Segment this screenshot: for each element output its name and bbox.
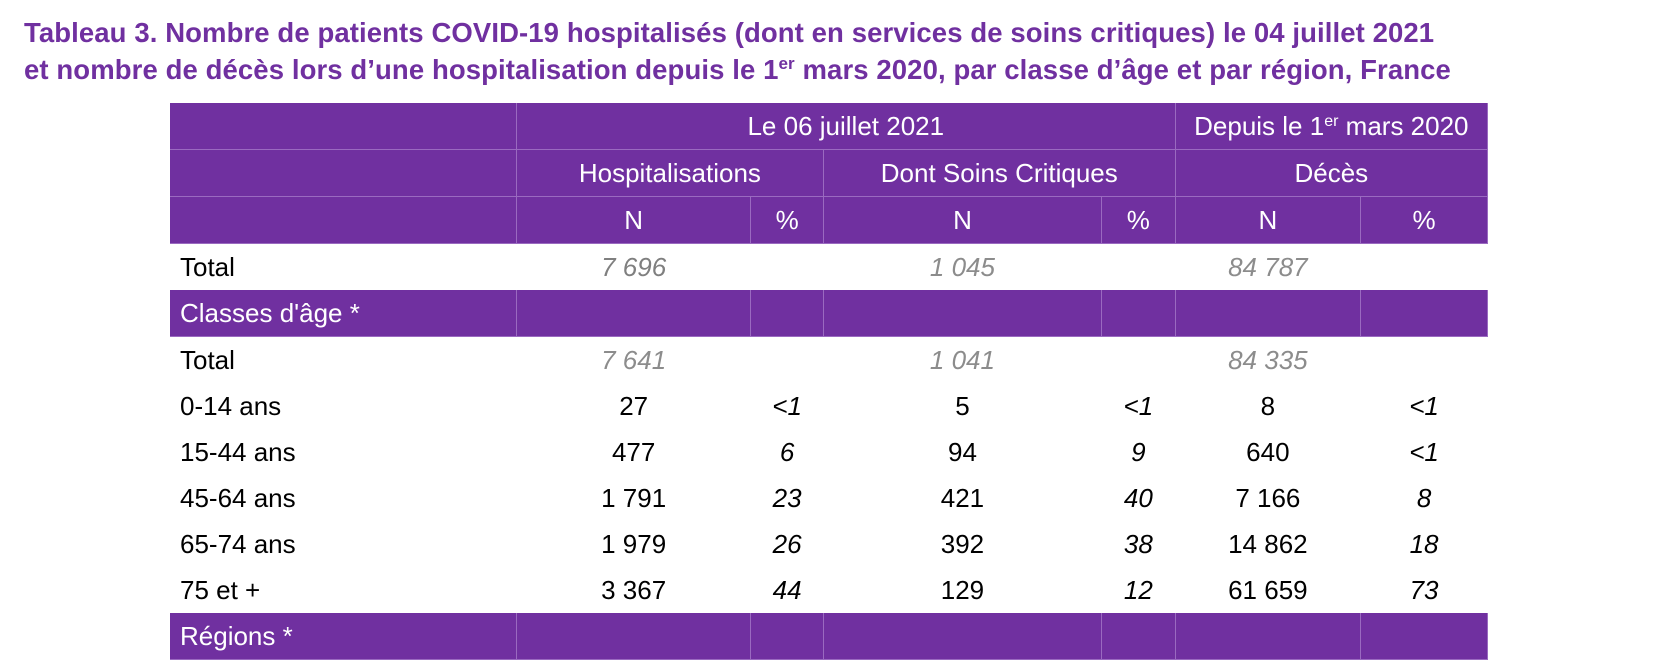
title-superscript: er [778,54,795,73]
header-row-measures: Hospitalisations Dont Soins Critiques Dé… [170,149,1489,197]
crit-pct: <1 [1123,390,1154,421]
section-cell [823,613,1103,660]
crit-n: 5 [955,390,970,421]
section-cell [1175,613,1362,660]
section-cell [1360,613,1488,660]
hosp-pct: 6 [779,436,795,467]
table-row: 45-64 ans 1 791 23 421 40 7 166 8 [170,475,1488,521]
deaths-pct: <1 [1409,390,1439,421]
deaths-pct: 18 [1409,528,1439,559]
header-corner-cell [170,103,517,150]
age-total-crit-pct [1102,337,1176,384]
section-cell [750,613,824,660]
section-cell [1175,290,1362,337]
section-cell [1360,290,1488,337]
header-deaths: Décès [1175,149,1489,197]
hosp-pct: 26 [772,528,802,559]
header-corner-cell [170,149,517,197]
header-corner-cell [170,196,517,244]
deaths-n: 8 [1260,390,1276,421]
header-crit-pct: % [1101,196,1176,244]
row-label: Total [180,344,235,375]
row-label: 45-64 ans [180,482,296,513]
crit-pct: 12 [1123,574,1153,605]
header-since-start: Depuis le 1 [1194,110,1325,141]
deaths-n: 640 [1246,436,1290,467]
deaths-pct: 8 [1416,482,1432,513]
crit-n: 421 [940,482,985,513]
header-since-superscript: er [1324,112,1339,130]
section-cell [823,290,1103,337]
age-total-deaths-pct [1361,337,1488,384]
header-deaths-pct: % [1360,196,1488,244]
section-row-age: Classes d'âge * [170,290,1488,337]
crit-pct: 40 [1123,482,1153,513]
total-hosp-n: 7 696 [601,251,667,282]
header-since-end: mars 2020 [1338,110,1469,141]
age-total-row: Total 7 641 1 041 84 335 [170,337,1488,384]
title-line-1: Tableau 3. Nombre de patients COVID-19 h… [24,17,1435,48]
section-label-age: Classes d'âge * [170,290,517,337]
section-cell [516,613,752,660]
total-row: Total 7 696 1 045 84 787 [170,244,1488,291]
table-title: Tableau 3. Nombre de patients COVID-19 h… [24,14,1654,88]
section-row-regions: Régions * [170,613,1488,660]
hosp-n: 1 791 [601,482,667,513]
row-label: 0-14 ans [180,390,282,421]
header-hosp-pct: % [750,196,824,244]
table-row: 65-74 ans 1 979 26 392 38 14 862 18 [170,521,1488,567]
section-cell [750,290,824,337]
age-total-crit-n: 1 041 [929,344,995,375]
deaths-pct: 73 [1409,574,1439,605]
header-since-group: Depuis le 1er mars 2020 [1175,103,1489,150]
deaths-n: 14 862 [1228,528,1308,559]
crit-n: 392 [940,528,985,559]
crit-n: 129 [940,574,985,605]
total-deaths-pct [1361,244,1488,291]
header-deaths-n: N [1175,196,1362,244]
table-row: 75 et + 3 367 44 129 12 61 659 73 [170,567,1488,613]
section-label-regions: Régions * [170,613,517,660]
section-cell [516,290,752,337]
age-total-hosp-n: 7 641 [601,344,667,375]
crit-pct: 38 [1123,528,1153,559]
section-cell [1101,613,1176,660]
total-crit-n: 1 045 [929,251,995,282]
age-total-hosp-pct [751,337,823,384]
hosp-n: 477 [611,436,656,467]
row-label: Total [180,251,235,282]
table-row: 0-14 ans 27 <1 5 <1 8 <1 [170,383,1488,429]
table-row: 15-44 ans 477 6 94 9 640 <1 [170,429,1488,475]
header-critical-care: Dont Soins Critiques [823,149,1176,197]
header-row-groups: Le 06 juillet 2021 Depuis le 1er mars 20… [170,103,1489,150]
hosp-n: 27 [619,390,649,421]
header-hosp-n: N [516,196,752,244]
row-label: 75 et + [180,574,261,605]
title-line-2-start: et nombre de décès lors d’une hospitalis… [24,54,779,85]
deaths-n: 61 659 [1228,574,1308,605]
header-hospitalisations: Hospitalisations [516,149,824,197]
total-deaths-n: 84 787 [1228,251,1308,282]
covid-hospital-table: Le 06 juillet 2021 Depuis le 1er mars 20… [170,103,1489,660]
crit-pct: 9 [1131,436,1146,467]
deaths-n: 7 166 [1235,482,1301,513]
header-crit-n: N [823,196,1103,244]
hosp-n: 3 367 [601,574,667,605]
hosp-pct: 23 [772,482,802,513]
age-total-deaths-n: 84 335 [1228,344,1308,375]
section-cell [1101,290,1176,337]
row-label: 15-44 ans [180,436,296,467]
header-date-group: Le 06 juillet 2021 [516,103,1176,150]
total-crit-pct [1102,244,1176,291]
hosp-pct: 44 [772,574,802,605]
total-hosp-pct [751,244,823,291]
hosp-pct: <1 [772,390,802,421]
hosp-n: 1 979 [601,528,667,559]
row-label: 65-74 ans [180,528,296,559]
header-row-units: N % N % N % [170,196,1488,244]
title-line-2-end: mars 2020, par classe d’âge et par régio… [794,54,1451,85]
deaths-pct: <1 [1409,436,1439,467]
crit-n: 94 [947,436,977,467]
